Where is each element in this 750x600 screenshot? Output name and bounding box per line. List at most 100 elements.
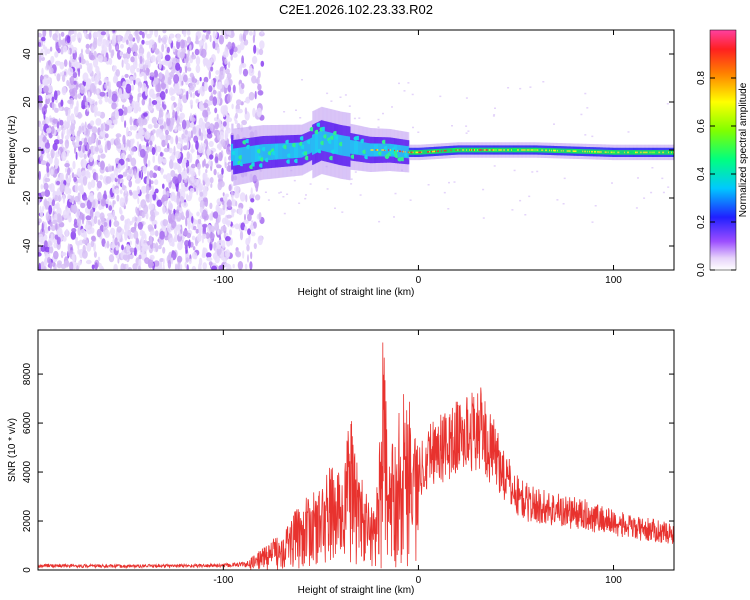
heatmap-noise-cell — [164, 235, 169, 241]
heatmap-noise-cell — [304, 197, 307, 200]
colorbar-tick-label: 0.8 — [696, 71, 707, 85]
heatmap-noise-cell — [237, 108, 243, 114]
heatmap-noise-cell — [208, 261, 213, 266]
heatmap-noise-cell — [65, 178, 72, 184]
heatmap-noise-cell — [58, 33, 61, 42]
heatmap-noise-cell — [100, 49, 107, 54]
heatmap-noise-cell — [63, 59, 68, 67]
heatmap-signal-core — [296, 142, 299, 158]
heatmap-signal-core — [380, 143, 382, 157]
heatmap-signal-peak — [532, 149, 535, 151]
heatmap-noise-cell — [149, 254, 155, 260]
heatmap-noise-cell — [225, 68, 230, 75]
heatmap-signal-core — [422, 149, 424, 155]
heatmap-signal-core — [302, 141, 304, 158]
heatmap-signal-core — [254, 145, 257, 162]
heatmap-signal-core — [252, 145, 255, 163]
heatmap-noise-cell — [258, 48, 264, 56]
heatmap-noise-cell — [60, 46, 64, 55]
heatmap-signal-core — [317, 132, 319, 153]
heatmap-signal-core — [267, 144, 269, 161]
heatmap-noise-cell — [98, 36, 103, 43]
heatmap-noise-cell — [171, 220, 177, 229]
heatmap-noise-cell — [125, 30, 131, 35]
heatmap-noise-cell — [224, 78, 229, 89]
heatmap-noise-cell — [91, 126, 98, 134]
heatmap-noise-cell — [394, 192, 397, 195]
heatmap-noise-cell — [197, 218, 202, 225]
heatmap-noise-cell — [107, 97, 113, 104]
heatmap-noise-cell — [241, 119, 248, 126]
heatmap-noise-cell — [120, 113, 125, 123]
heatmap-signal-peak — [466, 149, 468, 151]
heatmap-signal-peak — [524, 149, 527, 151]
heatmap-noise-cell — [209, 225, 215, 233]
heatmap-signal-peak — [485, 149, 488, 151]
heatmap-noise-cell — [163, 121, 167, 130]
spectrogram-ticks: -100 0 100 -40 -20 0 20 40 — [22, 30, 674, 286]
heatmap-noise-cell — [66, 210, 70, 220]
heatmap-noise-cell — [124, 73, 129, 78]
heatmap-noise-cell — [185, 257, 189, 263]
heatmap-noise-cell — [231, 30, 234, 37]
heatmap-signal-peak — [589, 150, 591, 153]
heatmap-noise-cell — [149, 230, 156, 236]
heatmap-noise-cell — [179, 264, 182, 270]
heatmap-noise-cell — [507, 87, 510, 89]
heatmap-noise-cell — [115, 133, 122, 138]
heatmap-noise-cell — [113, 263, 118, 270]
heatmap-signal-peak — [507, 149, 509, 151]
heatmap-signal-peak — [457, 149, 459, 151]
heatmap-noise-cell — [68, 215, 72, 223]
heatmap-noise-cell — [212, 89, 217, 95]
heatmap-noise-cell — [44, 142, 51, 149]
heatmap-noise-cell — [75, 151, 78, 160]
heatmap-noise-cell — [202, 143, 207, 150]
heatmap-noise-cell — [253, 242, 257, 250]
heatmap-noise-cell — [161, 139, 166, 148]
heatmap-noise-cell — [158, 131, 164, 140]
heatmap-signal-peak — [560, 150, 563, 152]
heatmap-noise-cell — [197, 147, 204, 154]
heatmap-signal-peak — [592, 150, 594, 153]
heatmap-signal-peak — [541, 149, 543, 151]
heatmap-noise-cell — [61, 86, 67, 96]
heatmap-signal-core — [602, 149, 605, 155]
heatmap-noise-cell — [198, 117, 204, 128]
figure-title: C2E1.2026.102.23.33.R02 — [279, 2, 433, 17]
heatmap-signal-core — [467, 147, 469, 153]
heatmap-signal-core — [251, 145, 254, 163]
heatmap-noise-cell — [199, 191, 204, 197]
heatmap-noise-cell — [169, 74, 173, 80]
heatmap-noise-cell — [140, 241, 144, 247]
heatmap-noise-cell — [247, 213, 252, 222]
heatmap-noise-cell — [153, 123, 159, 129]
heatmap-noise-cell — [158, 51, 163, 59]
heatmap-noise-cell — [251, 231, 256, 237]
heatmap-signal-core — [561, 148, 564, 154]
heatmap-noise-cell — [62, 194, 66, 204]
heatmap-signal-core — [447, 148, 450, 153]
heatmap-noise-cell — [69, 55, 73, 63]
heatmap-noise-cell — [189, 187, 195, 194]
heatmap-signal-core — [556, 148, 558, 153]
heatmap-noise-cell — [144, 86, 148, 97]
heatmap-noise-cell — [164, 54, 171, 61]
heatmap-noise-cell — [155, 96, 162, 105]
spectrogram-y-tick-label: -20 — [22, 190, 33, 205]
heatmap-noise-cell — [198, 227, 202, 236]
heatmap-noise-cell — [241, 83, 245, 90]
heatmap-noise-cell — [49, 30, 52, 38]
heatmap-signal-core — [461, 147, 463, 153]
heatmap-noise-cell — [181, 80, 184, 86]
heatmap-noise-cell — [87, 91, 91, 101]
heatmap-noise-cell — [47, 225, 51, 232]
heatmap-signal-peak — [618, 151, 620, 154]
heatmap-signal-peak — [671, 151, 673, 154]
heatmap-noise-cell — [165, 69, 169, 79]
heatmap-signal-core — [363, 142, 366, 156]
heatmap-noise-cell — [148, 39, 155, 45]
heatmap-signal-core — [301, 142, 303, 158]
heatmap-signal-peak — [376, 149, 379, 151]
heatmap-noise-cell — [354, 171, 357, 173]
